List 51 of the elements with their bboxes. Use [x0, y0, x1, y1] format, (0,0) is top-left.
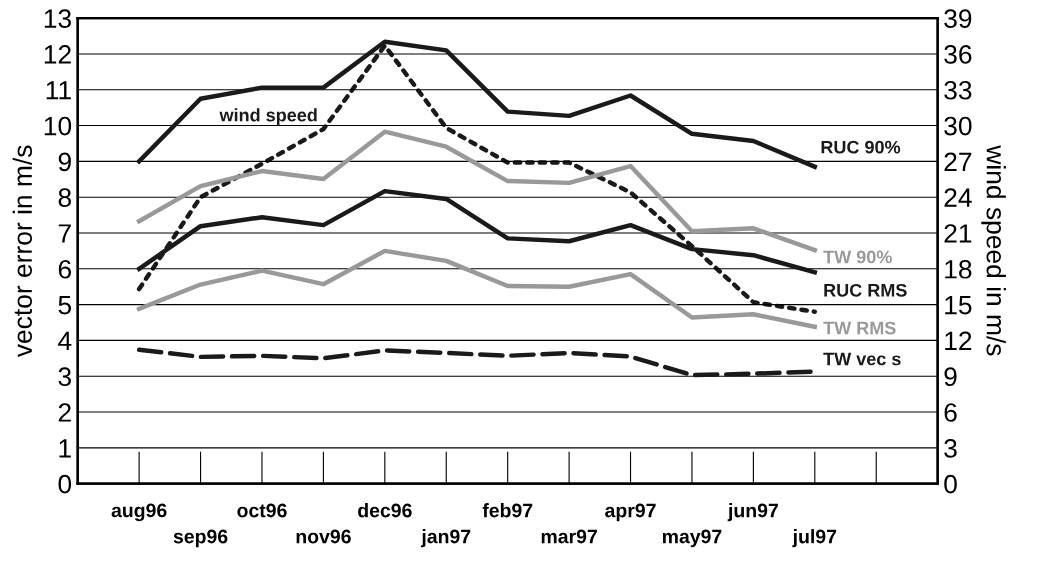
series-label: TW vec s — [823, 352, 901, 366]
x-tick-label: mar97 — [541, 529, 597, 544]
y2-tick-label: 9 — [944, 367, 957, 387]
y2-tick-label: 0 — [944, 474, 957, 494]
series-label: RUC RMS — [824, 283, 907, 297]
y-tick-label: 3 — [58, 367, 71, 387]
series-label: RUC 90% — [821, 140, 901, 154]
y-tick-label: 10 — [44, 116, 72, 136]
y-tick-label: 2 — [58, 403, 71, 422]
y2-tick-label: 24 — [944, 188, 972, 207]
y-axis-title: vector error in m/s — [12, 145, 33, 358]
y2-tick-label: 39 — [944, 9, 972, 28]
line-series — [136, 43, 818, 314]
y-tick-label: 13 — [44, 9, 71, 28]
y-tick-label: 11 — [46, 81, 71, 100]
line-series — [136, 129, 818, 253]
y-tick-label: 12 — [44, 45, 71, 64]
x-tick-label: jun97 — [727, 503, 778, 522]
y2-tick-label: 3 — [944, 438, 957, 458]
y2-tick-label: 33 — [944, 80, 972, 100]
y2-tick-label: 36 — [944, 45, 972, 64]
x-tick-label: oct96 — [237, 503, 287, 518]
x-tick-label: dec96 — [358, 503, 412, 518]
x-tick-label: aug96 — [111, 503, 167, 522]
x-tick-label: jan97 — [421, 529, 471, 548]
y2-tick-label: 30 — [944, 116, 972, 136]
x-tick-label: sep96 — [173, 529, 228, 548]
y2-tick-label: 15 — [945, 296, 972, 315]
y-tick-label: 7 — [58, 224, 71, 243]
x-tick-label: may97 — [662, 529, 722, 548]
x-tick-label: feb97 — [482, 503, 533, 518]
y-tick-label: 5 — [58, 296, 72, 315]
line-series — [136, 248, 818, 330]
series-label: wind speed — [219, 108, 317, 126]
y-tick-label: 0 — [58, 474, 72, 494]
y-tick-label: 4 — [58, 331, 72, 350]
y2-tick-label: 18 — [945, 259, 972, 279]
y-tick-label: 1 — [59, 439, 71, 458]
y2-tick-label: 27 — [944, 152, 972, 171]
y2-tick-label: 21 — [944, 224, 972, 243]
x-tick-label: jul97 — [792, 529, 837, 548]
y2-axis-title: wind speed in m/s — [981, 145, 1006, 356]
series-label: TW RMS — [823, 321, 896, 335]
y-tick-label: 6 — [58, 259, 71, 279]
x-tick-label: nov96 — [296, 529, 351, 544]
y2-tick-label: 6 — [944, 403, 957, 422]
x-tick-label: apr97 — [605, 503, 656, 522]
series-label: TW 90% — [823, 250, 892, 264]
y2-tick-label: 12 — [945, 331, 972, 350]
y-tick-label: 9 — [58, 152, 71, 172]
y-tick-label: 8 — [58, 188, 71, 208]
